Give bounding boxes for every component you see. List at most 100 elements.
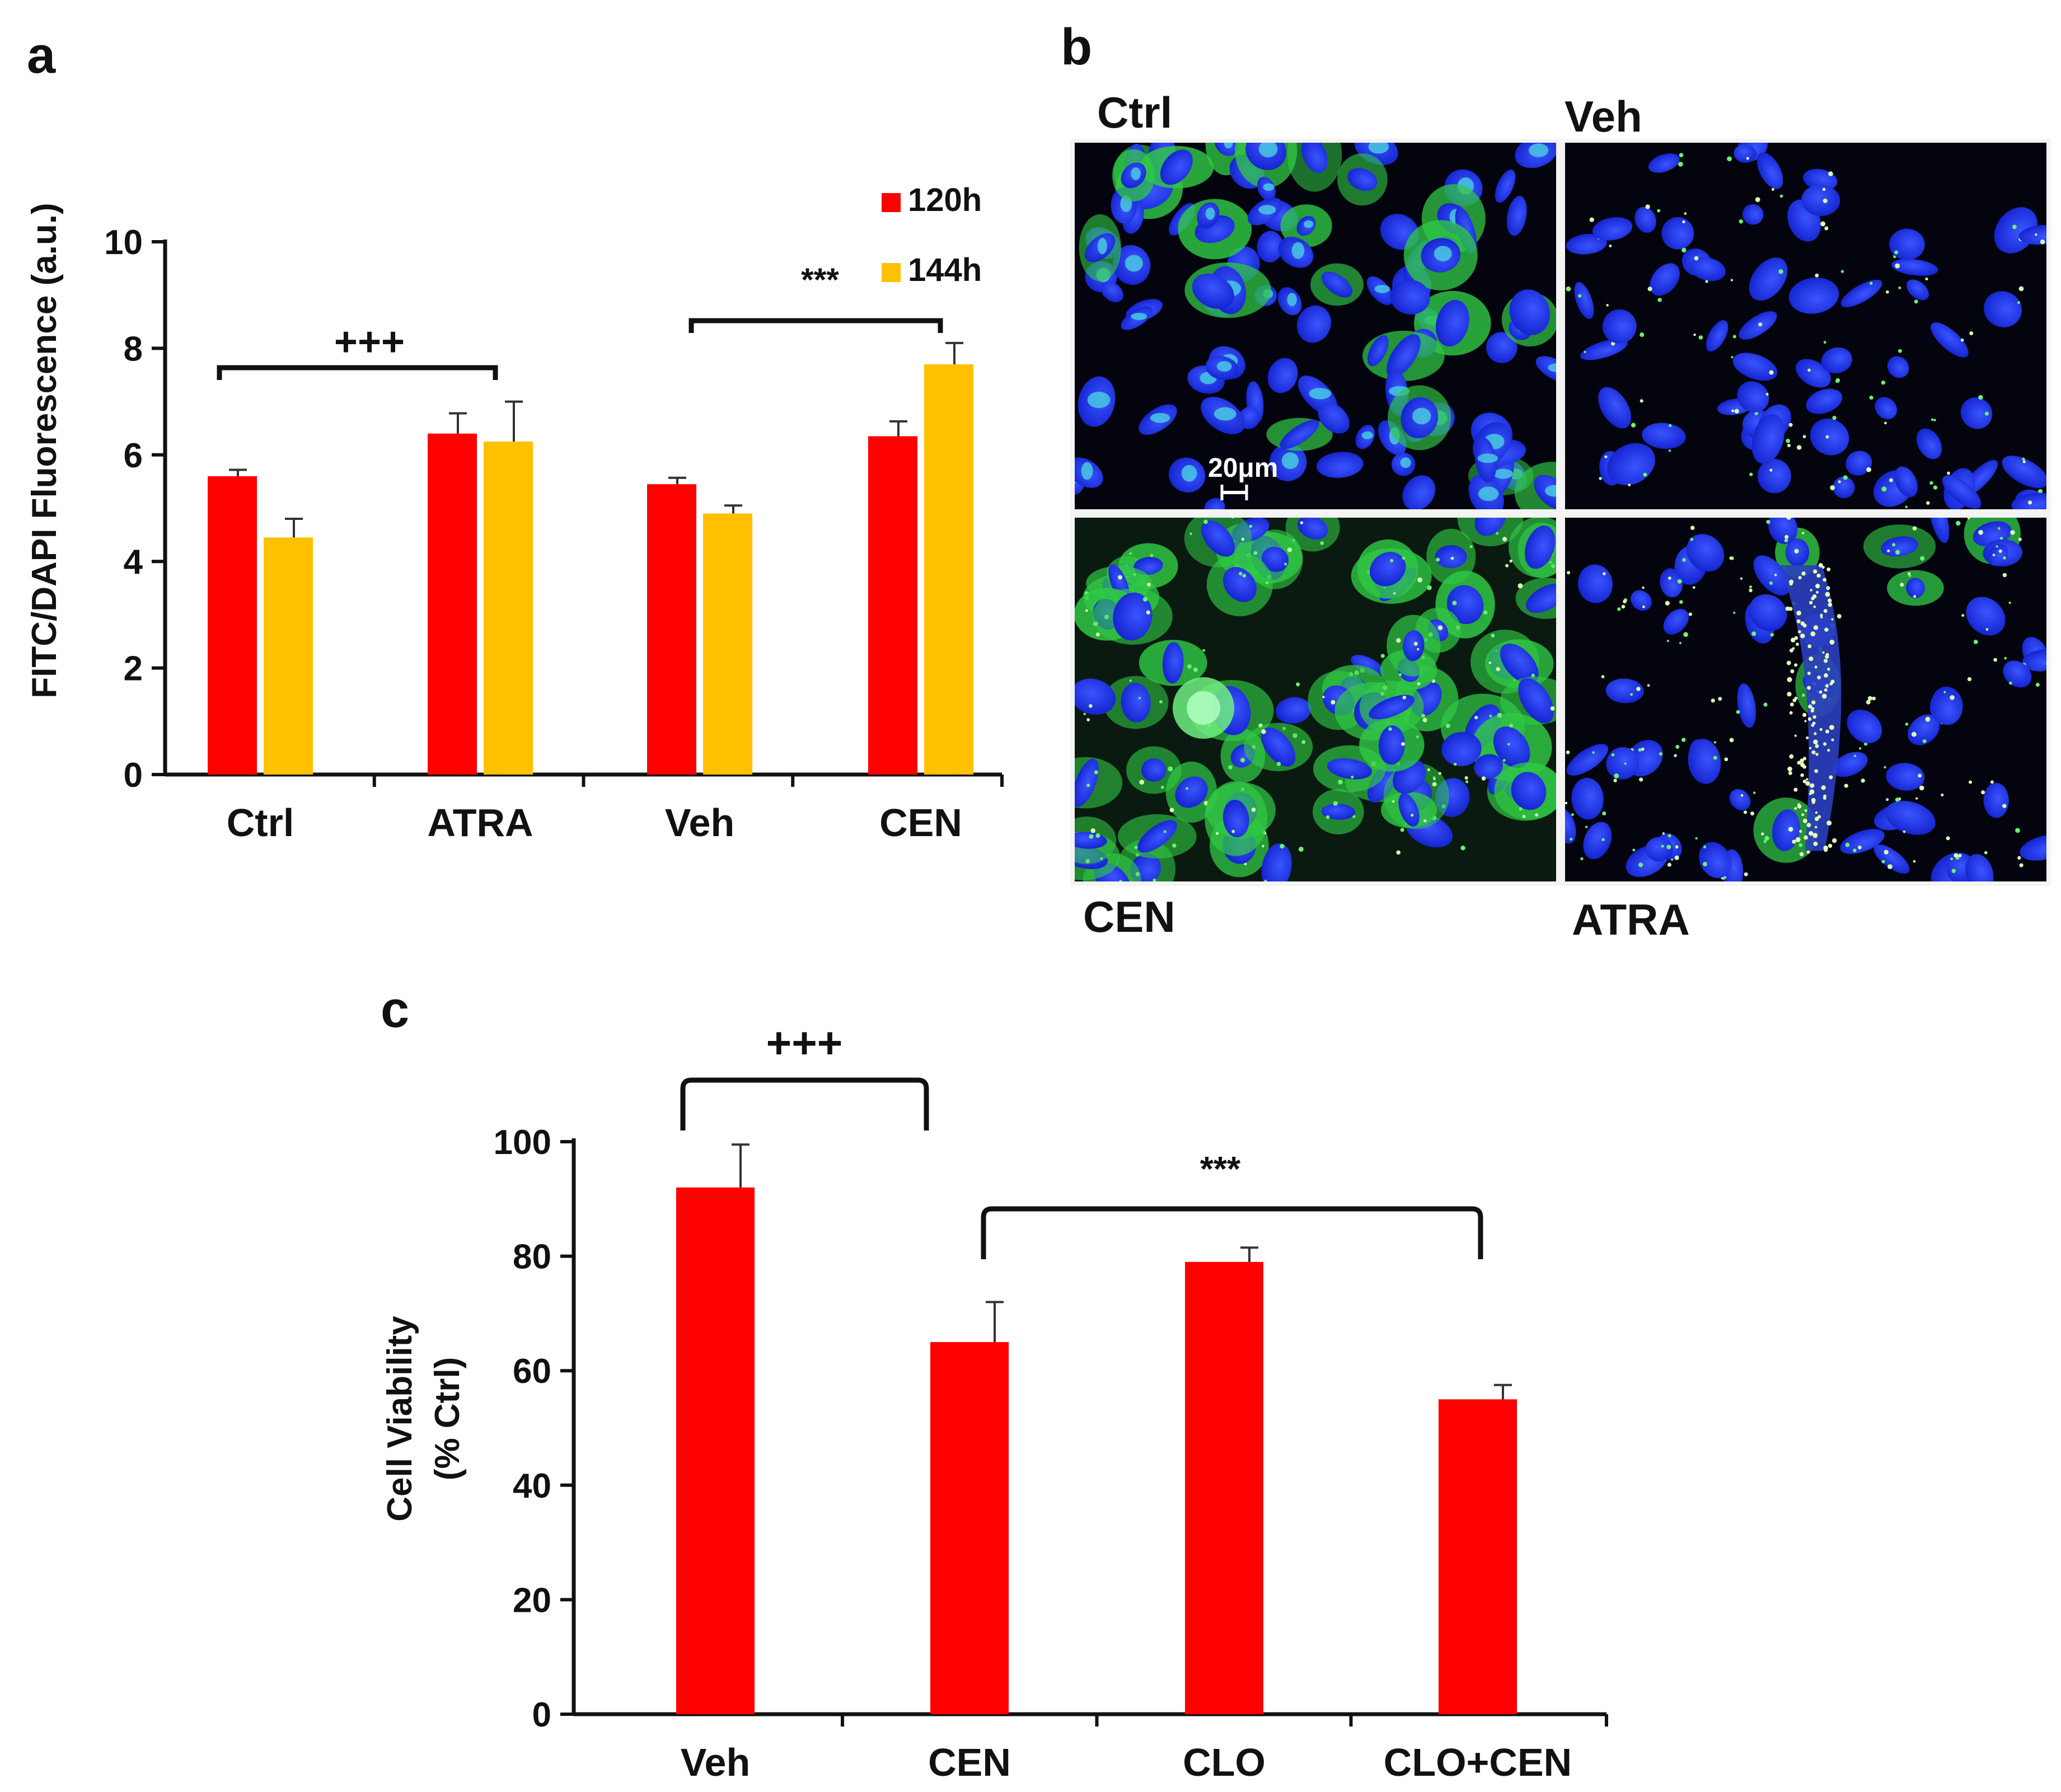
puncta <box>1497 712 1502 718</box>
puncta <box>1826 567 1831 571</box>
puncta <box>1821 693 1827 699</box>
cell-nucleus <box>1749 594 1787 631</box>
cell-nucleus <box>1321 271 1353 298</box>
puncta <box>1584 350 1586 354</box>
puncta <box>1241 537 1245 541</box>
cell-nucleus <box>1402 475 1436 509</box>
puncta <box>1796 619 1801 623</box>
puncta <box>1240 758 1245 763</box>
cell-nucleus <box>1810 418 1849 456</box>
puncta <box>1881 380 1886 385</box>
cell-nucleus <box>1351 655 1383 675</box>
puncta <box>1764 836 1769 841</box>
puncta <box>1601 838 1605 841</box>
puncta <box>1814 769 1819 773</box>
cell-nucleus <box>1916 428 1942 459</box>
puncta <box>1739 219 1743 224</box>
puncta <box>1681 738 1686 742</box>
puncta <box>1599 477 1602 480</box>
puncta <box>1913 860 1916 863</box>
puncta <box>1730 279 1734 282</box>
puncta <box>1172 843 1177 848</box>
puncta <box>1203 519 1208 524</box>
puncta <box>1802 623 1807 628</box>
puncta <box>1790 702 1794 707</box>
puncta <box>1796 445 1802 450</box>
puncta <box>1086 718 1090 721</box>
puncta <box>1911 731 1917 737</box>
puncta <box>1829 639 1835 645</box>
puncta <box>1858 747 1862 750</box>
puncta <box>1667 862 1671 867</box>
puncta <box>1769 581 1773 585</box>
puncta <box>1427 768 1430 771</box>
puncta <box>1943 691 1946 693</box>
puncta <box>1825 729 1829 734</box>
cell-signal-cyan <box>1478 486 1499 501</box>
puncta <box>1276 762 1281 766</box>
cell-nucleus <box>1113 592 1153 641</box>
puncta <box>1647 684 1650 687</box>
puncta <box>1807 368 1811 372</box>
cell-nucleus <box>1387 334 1421 378</box>
puncta <box>1825 684 1829 688</box>
puncta <box>1645 204 1650 209</box>
puncta <box>1621 604 1626 609</box>
x-category-label: Ctrl <box>227 801 294 845</box>
puncta <box>1301 740 1306 744</box>
puncta <box>1824 659 1828 663</box>
cell-nucleus <box>1075 758 1099 807</box>
puncta <box>1690 537 1694 541</box>
puncta <box>1811 800 1815 804</box>
cell-nucleus <box>1075 678 1116 715</box>
cell-nucleus <box>1749 257 1788 301</box>
cell-nucleus <box>1965 853 1994 881</box>
puncta <box>1869 395 1873 400</box>
cell-nucleus <box>1661 217 1694 250</box>
puncta <box>1998 549 2002 553</box>
puncta <box>1796 611 1801 616</box>
puncta <box>1794 663 1798 667</box>
puncta <box>1914 299 1918 304</box>
puncta <box>1984 411 1989 416</box>
micrograph-label-cen: CEN <box>1083 892 1175 941</box>
puncta <box>1437 625 1443 630</box>
puncta <box>1884 766 1886 769</box>
puncta <box>2019 863 2023 867</box>
puncta <box>1393 592 1396 595</box>
puncta <box>1603 572 1606 575</box>
cell-nucleus <box>2022 649 2046 672</box>
puncta <box>1815 753 1819 756</box>
puncta <box>1150 553 1154 557</box>
puncta <box>1507 743 1510 746</box>
puncta <box>1799 852 1804 857</box>
puncta <box>1640 332 1645 337</box>
puncta <box>1811 700 1816 705</box>
puncta <box>1423 819 1427 823</box>
puncta <box>1613 778 1617 782</box>
puncta <box>1602 811 1606 816</box>
cell-nucleus <box>1301 143 1328 173</box>
puncta <box>1522 814 1526 818</box>
puncta <box>1750 811 1755 816</box>
puncta <box>2022 457 2025 461</box>
puncta <box>2002 804 2007 808</box>
puncta <box>1671 858 1674 861</box>
y-axis-label-line2: (% Ctrl) <box>428 1357 467 1480</box>
y-tick-label: 40 <box>513 1467 551 1505</box>
cell-signal-cyan <box>1291 242 1305 259</box>
puncta <box>1743 810 1748 814</box>
scale-bar-label: 20μm <box>1208 453 1278 483</box>
puncta <box>1733 611 1736 614</box>
significance-bracket <box>688 318 943 333</box>
y-tick-label: 0 <box>124 756 143 795</box>
puncta <box>1810 709 1814 713</box>
x-category-label: Veh <box>681 1741 751 1784</box>
puncta <box>1806 736 1809 739</box>
cell-nucleus <box>1370 552 1406 587</box>
puncta <box>1947 471 1950 475</box>
puncta <box>2038 489 2043 494</box>
puncta <box>1810 631 1816 636</box>
puncta <box>1807 644 1812 649</box>
puncta <box>1793 787 1798 792</box>
